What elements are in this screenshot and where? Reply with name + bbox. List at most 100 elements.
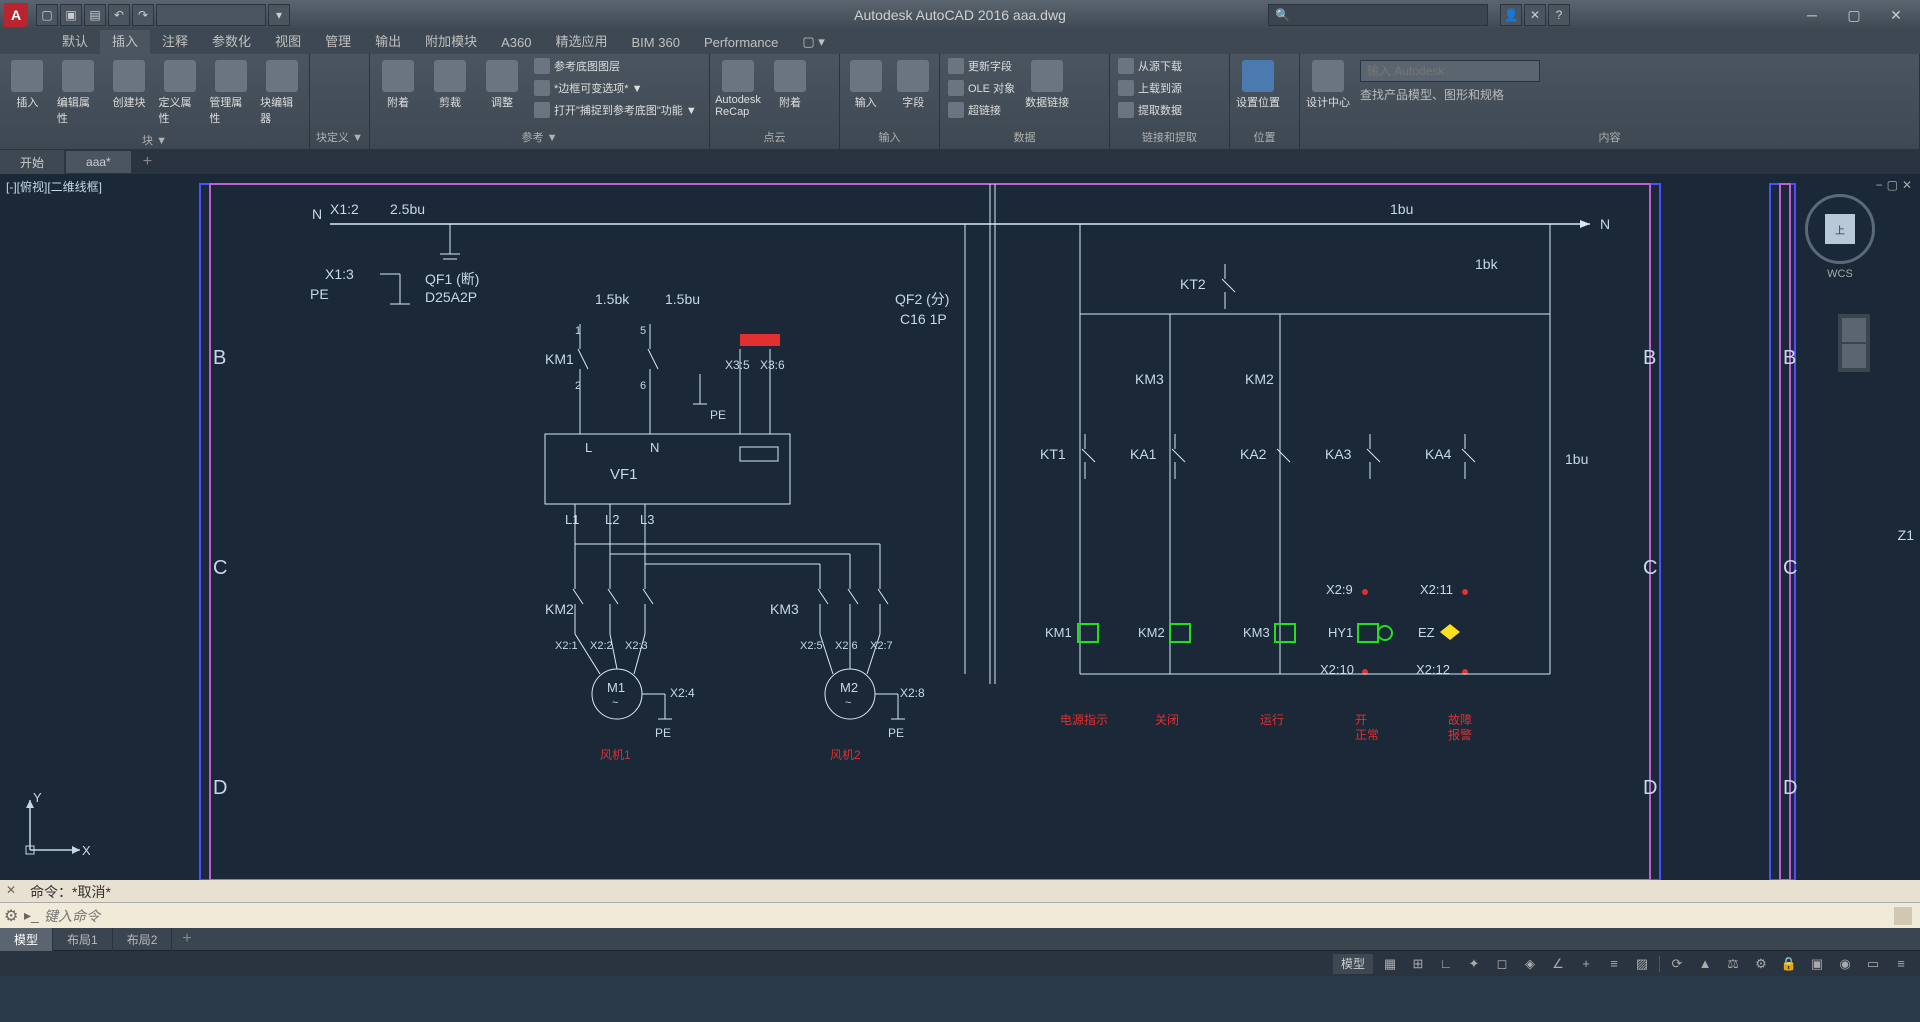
doc-tab-start[interactable]: 开始 — [0, 150, 64, 175]
block-editor-button[interactable]: 块编辑器 — [258, 56, 305, 130]
sb-hw-icon[interactable]: ▣ — [1806, 954, 1828, 974]
sb-ortho-icon[interactable]: ∟ — [1435, 954, 1457, 974]
help-search-input[interactable]: 🔍 — [1268, 4, 1488, 26]
cmd-close-icon[interactable]: ✕ — [6, 883, 16, 897]
layout-tab-2[interactable]: 布局2 — [113, 928, 173, 951]
create-block-button[interactable]: 创建块 — [106, 56, 153, 114]
ribbon-tab-performance[interactable]: Performance — [692, 31, 790, 54]
underlay-layers-button[interactable]: 参考底图图层 — [530, 56, 701, 76]
layout-tab-add[interactable]: + — [172, 927, 201, 951]
viewcube-face[interactable]: 上 — [1825, 214, 1855, 244]
panel-content-title[interactable]: 内容 — [1304, 127, 1915, 147]
manage-attr-button[interactable]: 管理属性 — [207, 56, 254, 130]
ole-button[interactable]: OLE 对象 — [944, 78, 1019, 98]
hyperlink-button[interactable]: 超链接 — [944, 100, 1019, 120]
sb-osnap-icon[interactable]: ◻ — [1491, 954, 1513, 974]
qat-more-icon[interactable]: ▾ — [268, 4, 290, 26]
def-attr-button[interactable]: 定义属性 — [156, 56, 203, 130]
panel-ref-title[interactable]: 参考 ▼ — [374, 127, 705, 147]
panel-import-title[interactable]: 输入 — [844, 127, 935, 147]
command-input[interactable] — [44, 908, 1916, 924]
exchange-icon[interactable]: ✕ — [1524, 4, 1546, 26]
close-button[interactable]: ✕ — [1876, 4, 1916, 26]
sb-lock-icon[interactable]: 🔒 — [1778, 954, 1800, 974]
clip-button[interactable]: 剪裁 — [426, 56, 474, 114]
qat-redo-icon[interactable]: ↷ — [132, 4, 154, 26]
sb-isolate-icon[interactable]: ◉ — [1834, 954, 1856, 974]
ribbon-toggle-icon[interactable]: ▢ ▾ — [790, 30, 836, 54]
viewcube-wcs-label[interactable]: WCS — [1800, 268, 1880, 280]
ribbon-tab-bim360[interactable]: BIM 360 — [620, 31, 692, 54]
panel-pc-title[interactable]: 点云 — [714, 127, 835, 147]
ribbon-tab-view[interactable]: 视图 — [263, 27, 313, 54]
layout-tab-model[interactable]: 模型 — [0, 928, 53, 951]
drawing-canvas[interactable]: [-][俯视][二维线框] − ▢ ✕ B C D B C D B C D N … — [0, 174, 1920, 880]
attach-button[interactable]: 附着 — [374, 56, 422, 114]
ribbon-tab-manage[interactable]: 管理 — [313, 27, 363, 54]
status-model-button[interactable]: 模型 — [1333, 954, 1373, 974]
sb-cycle-icon[interactable]: ⟳ — [1666, 954, 1688, 974]
layout-tab-1[interactable]: 布局1 — [53, 928, 113, 951]
nav-wheel-icon[interactable] — [1842, 318, 1866, 342]
qat-workspace-dropdown[interactable] — [156, 4, 266, 26]
content-search-input[interactable] — [1360, 60, 1540, 82]
ribbon-tab-a360[interactable]: A360 — [489, 31, 543, 54]
ribbon-tab-addins[interactable]: 附加模块 — [413, 27, 489, 54]
qat-new-icon[interactable]: ▢ — [36, 4, 58, 26]
sb-lineweight-icon[interactable]: ≡ — [1603, 954, 1625, 974]
recap-button[interactable]: Autodesk ReCap — [714, 56, 762, 122]
app-icon[interactable]: A — [4, 3, 28, 27]
qat-save-icon[interactable]: ▤ — [84, 4, 106, 26]
signin-icon[interactable]: 👤 — [1500, 4, 1522, 26]
ucs-icon[interactable]: X Y — [20, 790, 90, 860]
sb-transparency-icon[interactable]: ▨ — [1631, 954, 1653, 974]
sb-snap-icon[interactable]: ⊞ — [1407, 954, 1429, 974]
sb-annomon-icon[interactable]: ▲ — [1694, 954, 1716, 974]
doc-tab-add[interactable]: + — [133, 149, 162, 175]
viewcube[interactable]: 上 WCS — [1800, 194, 1880, 294]
doc-tab-aaa[interactable]: aaa* — [66, 151, 131, 173]
panel-data-title[interactable]: 数据 — [944, 127, 1105, 147]
cmd-config-icon[interactable]: ⚙ — [4, 906, 24, 926]
pc-attach-button[interactable]: 附着 — [766, 56, 814, 114]
datalink-button[interactable]: 数据链接 — [1023, 56, 1071, 114]
sb-clean-icon[interactable]: ▭ — [1862, 954, 1884, 974]
import-button[interactable]: 输入 — [844, 56, 888, 114]
field-button[interactable]: 字段 — [892, 56, 936, 114]
sb-polar-icon[interactable]: ✦ — [1463, 954, 1485, 974]
sb-customize-icon[interactable]: ≡ — [1890, 954, 1912, 974]
ribbon-tab-annotate[interactable]: 注释 — [150, 27, 200, 54]
frame-vary-button[interactable]: *边框可变选项* ▼ — [530, 78, 701, 98]
qat-undo-icon[interactable]: ↶ — [108, 4, 130, 26]
sb-workspace-icon[interactable]: ⚙ — [1750, 954, 1772, 974]
maximize-button[interactable]: ▢ — [1834, 4, 1874, 26]
minimize-button[interactable]: ─ — [1792, 4, 1832, 26]
update-field-button[interactable]: 更新字段 — [944, 56, 1019, 76]
ribbon-tab-default[interactable]: 默认 — [50, 27, 100, 54]
sb-3dosnap-icon[interactable]: ◈ — [1519, 954, 1541, 974]
insert-block-button[interactable]: 插入 — [4, 56, 51, 114]
ribbon-tab-featured[interactable]: 精选应用 — [544, 27, 620, 54]
sb-otrack-icon[interactable]: ∠ — [1547, 954, 1569, 974]
ribbon-tab-output[interactable]: 输出 — [363, 27, 413, 54]
panel-blockdef-title[interactable]: 块定义 ▼ — [314, 127, 365, 147]
ribbon-tab-parametric[interactable]: 参数化 — [200, 27, 263, 54]
ribbon-tab-insert[interactable]: 插入 — [100, 27, 150, 54]
design-center-button[interactable]: 设计中心 — [1304, 56, 1352, 114]
sb-dyn-icon[interactable]: + — [1575, 954, 1597, 974]
adjust-button[interactable]: 调整 — [478, 56, 526, 114]
nav-pan-icon[interactable] — [1842, 344, 1866, 368]
sb-annoscale-icon[interactable]: ⚖ — [1722, 954, 1744, 974]
qat-open-icon[interactable]: ▣ — [60, 4, 82, 26]
setloc-button[interactable]: 设置位置 — [1234, 56, 1282, 114]
panel-loc-title[interactable]: 位置 — [1234, 127, 1295, 147]
edit-attr-button[interactable]: 编辑属性 — [55, 56, 102, 130]
panel-block-title[interactable]: 块 ▼ — [4, 130, 305, 150]
sb-grid-icon[interactable]: ▦ — [1379, 954, 1401, 974]
panel-link-title[interactable]: 链接和提取 — [1114, 127, 1225, 147]
extract-button[interactable]: 提取数据 — [1114, 100, 1186, 120]
upload-src-button[interactable]: 上载到源 — [1114, 78, 1186, 98]
cmd-customize-icon[interactable] — [1894, 907, 1912, 925]
download-src-button[interactable]: 从源下载 — [1114, 56, 1186, 76]
snap-underlay-button[interactable]: 打开"捕捉到参考底图"功能 ▼ — [530, 100, 701, 120]
